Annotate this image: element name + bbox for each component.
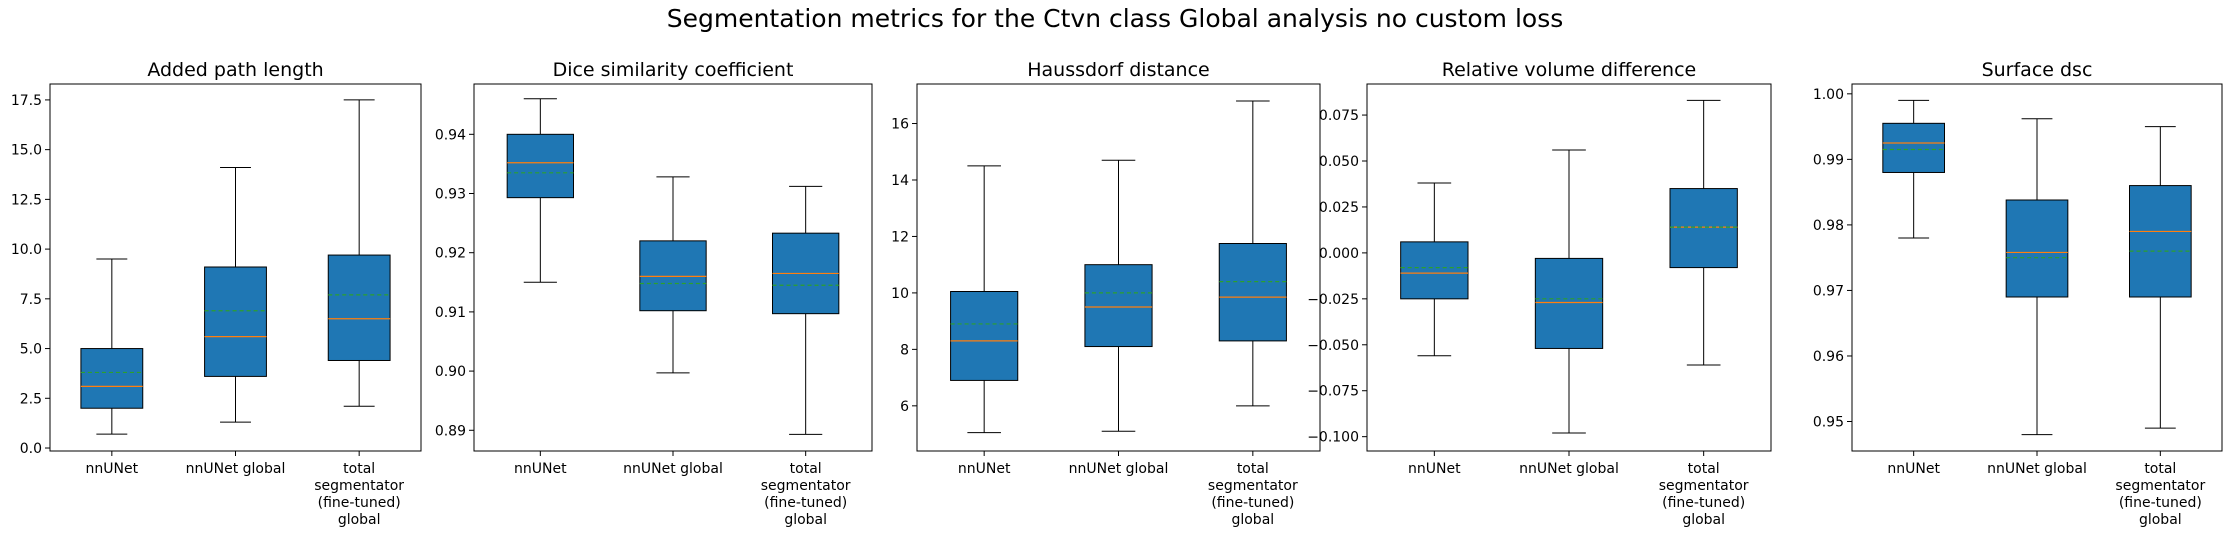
y-tick-label: 0.94 — [435, 127, 466, 143]
subplot-title: Relative volume difference — [1442, 59, 1696, 81]
y-tick-label: 6 — [900, 399, 909, 415]
y-tick-label: 17.5 — [11, 93, 42, 109]
y-tick-label: 5.0 — [20, 342, 42, 358]
x-tick-label: nnUNet — [514, 461, 567, 477]
iqr-box — [1218, 243, 1287, 342]
y-tick-label: 0.90 — [435, 364, 466, 380]
y-tick-label: 0.97 — [1813, 283, 1844, 299]
iqr-box — [1400, 241, 1469, 300]
iqr-box — [1534, 257, 1604, 349]
x-tick-label: total segmentator (fine-tuned) global — [1208, 461, 1298, 528]
y-tick-label: 0.92 — [435, 246, 466, 262]
plot-frame — [1851, 83, 2223, 452]
x-tick-label: nnUNet global — [1069, 461, 1169, 477]
figure-title: Segmentation metrics for the Ctvn class … — [666, 4, 1564, 33]
plot-frame — [1366, 83, 1772, 452]
subplot-title: Haussdorf distance — [1027, 59, 1210, 81]
x-tick-label: total segmentator (fine-tuned) global — [1659, 461, 1749, 528]
y-tick-label: 12 — [891, 229, 909, 245]
plot-frame — [49, 83, 422, 452]
y-tick-label: 0.95 — [1813, 415, 1844, 431]
iqr-box — [1882, 122, 1946, 173]
iqr-box — [327, 254, 391, 361]
y-tick-label: −0.100 — [1307, 430, 1359, 446]
y-tick-label: −0.025 — [1307, 292, 1359, 308]
plot-frame — [916, 83, 1321, 452]
y-tick-label: 0.93 — [435, 187, 466, 203]
subplot-title: Dice similarity coefficient — [553, 59, 794, 81]
y-tick-label: 0.050 — [1319, 154, 1359, 170]
y-tick-label: 2.5 — [20, 391, 42, 407]
y-tick-label: −0.075 — [1307, 384, 1359, 400]
x-tick-label: nnUNet global — [186, 461, 286, 477]
x-tick-label: nnUNet global — [1987, 461, 2087, 477]
plot-frame — [473, 83, 873, 452]
y-tick-label: 0.96 — [1813, 349, 1844, 365]
y-tick-label: 12.5 — [11, 192, 42, 208]
x-tick-label: nnUNet global — [1519, 461, 1619, 477]
y-tick-label: 0.91 — [435, 305, 466, 321]
y-tick-label: 0.89 — [435, 423, 466, 439]
y-tick-label: 0.99 — [1813, 152, 1844, 168]
x-tick-label: total segmentator (fine-tuned) global — [2115, 461, 2205, 528]
x-tick-label: nnUNet — [86, 461, 139, 477]
x-tick-label: nnUNet — [1887, 461, 1940, 477]
iqr-box — [1084, 264, 1153, 348]
iqr-box — [950, 290, 1019, 381]
y-tick-label: 0.075 — [1319, 108, 1359, 124]
y-tick-label: 0.0 — [20, 441, 42, 457]
x-tick-label: nnUNet — [958, 461, 1011, 477]
iqr-box — [80, 348, 144, 409]
y-tick-label: 10.0 — [11, 242, 42, 258]
subplot-title: Added path length — [147, 59, 323, 81]
iqr-box — [1669, 188, 1738, 269]
y-tick-label: 16 — [891, 117, 909, 133]
x-tick-label: total segmentator (fine-tuned) global — [761, 461, 851, 528]
iqr-box — [2005, 199, 2069, 298]
x-tick-label: nnUNet — [1408, 461, 1461, 477]
iqr-box — [204, 266, 267, 377]
y-tick-label: 0.000 — [1319, 246, 1359, 262]
y-tick-label: 15.0 — [11, 143, 42, 159]
y-tick-label: 0.025 — [1319, 200, 1359, 216]
y-tick-label: −0.050 — [1307, 338, 1359, 354]
y-tick-label: 7.5 — [20, 292, 42, 308]
iqr-box — [506, 133, 574, 199]
y-tick-label: 1.00 — [1813, 87, 1844, 103]
y-tick-label: 14 — [891, 173, 909, 189]
y-tick-label: 8 — [900, 342, 909, 358]
iqr-box — [2129, 185, 2192, 298]
x-tick-label: total segmentator (fine-tuned) global — [314, 461, 404, 528]
x-tick-label: nnUNet global — [623, 461, 723, 477]
y-tick-label: 10 — [891, 286, 909, 302]
subplot-title: Surface dsc — [1982, 59, 2093, 81]
y-tick-label: 0.98 — [1813, 218, 1844, 234]
